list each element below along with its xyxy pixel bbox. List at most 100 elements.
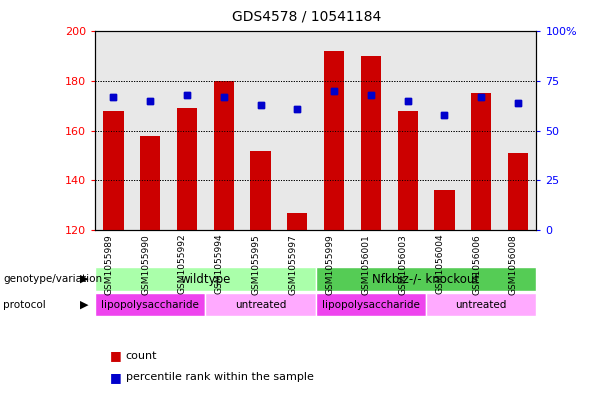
Point <box>403 98 413 104</box>
Bar <box>324 51 345 230</box>
Point <box>366 92 376 98</box>
Bar <box>103 111 124 230</box>
Text: ■: ■ <box>110 349 122 362</box>
Bar <box>140 136 161 230</box>
Point <box>109 94 118 100</box>
Bar <box>287 213 308 230</box>
Bar <box>398 111 418 230</box>
Bar <box>169 31 205 230</box>
Bar <box>316 293 426 316</box>
Text: ▶: ▶ <box>80 274 88 284</box>
Bar <box>316 267 536 291</box>
Text: ■: ■ <box>110 371 122 384</box>
Bar <box>389 31 426 230</box>
Point <box>513 100 523 106</box>
Text: wildtype: wildtype <box>180 272 230 286</box>
Bar <box>324 51 345 230</box>
Bar <box>279 31 316 230</box>
Point <box>219 94 229 100</box>
Bar <box>214 81 234 230</box>
Bar <box>214 81 234 230</box>
Point <box>182 92 192 98</box>
Point <box>513 100 523 106</box>
Bar <box>140 136 161 230</box>
Text: GSM1056001: GSM1056001 <box>362 234 371 295</box>
Point <box>292 106 302 112</box>
Bar <box>242 31 279 230</box>
Bar <box>361 56 381 230</box>
Bar <box>471 94 492 230</box>
Point <box>219 94 229 100</box>
Bar <box>95 267 316 291</box>
Bar <box>177 108 197 230</box>
Bar <box>205 293 316 316</box>
Bar <box>103 111 124 230</box>
Point <box>476 94 486 100</box>
Bar <box>463 31 500 230</box>
Bar <box>352 31 389 230</box>
Text: lipopolysaccharide: lipopolysaccharide <box>101 299 199 310</box>
Bar <box>132 31 169 230</box>
Point <box>440 112 449 118</box>
Bar <box>389 31 426 230</box>
Bar <box>205 31 242 230</box>
Text: count: count <box>126 351 157 361</box>
Bar <box>251 151 271 230</box>
Point <box>440 112 449 118</box>
Text: GSM1055994: GSM1055994 <box>215 234 224 294</box>
Point <box>256 102 265 108</box>
Bar <box>316 31 352 230</box>
Bar <box>426 293 536 316</box>
Point <box>109 94 118 100</box>
Bar <box>508 153 528 230</box>
Text: GSM1055992: GSM1055992 <box>178 234 187 294</box>
Bar <box>426 31 463 230</box>
Text: GSM1056008: GSM1056008 <box>509 234 518 295</box>
Point <box>182 92 192 98</box>
Bar <box>508 153 528 230</box>
Bar <box>435 190 455 230</box>
Text: lipopolysaccharide: lipopolysaccharide <box>322 299 420 310</box>
Text: GSM1055997: GSM1055997 <box>288 234 297 295</box>
Bar <box>169 31 205 230</box>
Text: ▶: ▶ <box>80 299 88 310</box>
Point <box>292 106 302 112</box>
Bar <box>177 108 197 230</box>
Bar <box>279 31 316 230</box>
Text: GDS4578 / 10541184: GDS4578 / 10541184 <box>232 10 381 24</box>
Text: untreated: untreated <box>235 299 286 310</box>
Bar <box>426 31 463 230</box>
Bar <box>287 213 308 230</box>
Bar <box>361 56 381 230</box>
Point <box>366 92 376 98</box>
Bar <box>205 31 242 230</box>
Bar <box>132 31 169 230</box>
Bar <box>242 31 279 230</box>
Point <box>329 88 339 94</box>
Text: GSM1055989: GSM1055989 <box>104 234 113 295</box>
Text: Nfkbiz-/- knockout: Nfkbiz-/- knockout <box>373 272 479 286</box>
Bar <box>95 31 132 230</box>
Point <box>476 94 486 100</box>
Point <box>403 98 413 104</box>
Text: protocol: protocol <box>3 299 46 310</box>
Bar <box>316 31 352 230</box>
Bar <box>463 31 500 230</box>
Text: GSM1056003: GSM1056003 <box>398 234 408 295</box>
Text: percentile rank within the sample: percentile rank within the sample <box>126 372 313 382</box>
Text: untreated: untreated <box>455 299 507 310</box>
Bar <box>471 94 492 230</box>
Text: GSM1055990: GSM1055990 <box>141 234 150 295</box>
Bar <box>398 111 418 230</box>
Bar <box>500 31 536 230</box>
Text: GSM1055999: GSM1055999 <box>325 234 334 295</box>
Text: genotype/variation: genotype/variation <box>3 274 102 284</box>
Point <box>145 98 155 104</box>
Text: GSM1056004: GSM1056004 <box>435 234 444 294</box>
Point <box>329 88 339 94</box>
Point <box>256 102 265 108</box>
Bar <box>95 293 205 316</box>
Text: GSM1056006: GSM1056006 <box>472 234 481 295</box>
Bar <box>500 31 536 230</box>
Bar <box>352 31 389 230</box>
